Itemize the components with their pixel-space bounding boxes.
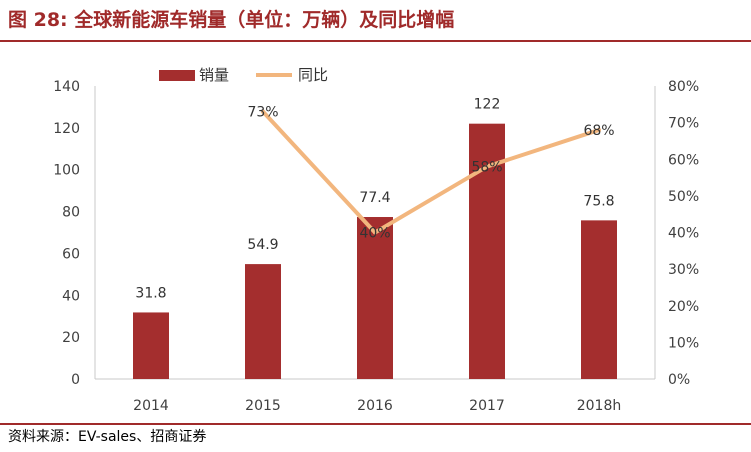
y-left-tick-label: 40 <box>62 288 80 304</box>
data-labels: 31.8 54.9 77.4 122 75.8 73% 40% 58% 68% <box>135 97 614 302</box>
line-series <box>261 109 601 235</box>
y-right-tick-label: 80% <box>668 79 699 95</box>
y-left-tick-label: 80 <box>62 205 80 221</box>
x-tick-label: 2016 <box>357 398 393 414</box>
bar-data-label: 122 <box>474 97 501 113</box>
line-data-label: 68% <box>583 123 614 139</box>
bar-data-label: 77.4 <box>359 190 390 206</box>
bar-data-label: 54.9 <box>247 237 278 253</box>
axes: 0 20 40 60 80 100 120 140 0% 10% 20% 30% 40% 50% 60% 70… <box>53 79 699 414</box>
bar-series <box>133 123 617 380</box>
y-left-tick-label: 60 <box>62 246 80 262</box>
legend: 销量 同比 <box>159 66 328 84</box>
line-point-yoy <box>373 230 377 235</box>
y-right-tick-label: 50% <box>668 189 699 205</box>
x-tick-label: 2014 <box>133 398 169 414</box>
line-data-label: 58% <box>471 160 502 176</box>
line-data-label: 40% <box>359 226 390 242</box>
x-tick-label: 2018h <box>577 398 622 414</box>
bar-data-label: 31.8 <box>135 285 166 301</box>
legend-label-sales: 销量 <box>199 66 229 84</box>
source-rule <box>0 423 751 425</box>
bar-sales-2015 <box>245 264 281 379</box>
line-point-yoy <box>597 127 601 132</box>
bar-sales-2018h <box>581 220 617 379</box>
line-point-yoy <box>261 109 265 114</box>
y-right-tick-label: 20% <box>668 299 699 315</box>
y-right-tick-label: 70% <box>668 116 699 132</box>
y-right-tick-label: 40% <box>668 226 699 242</box>
y-right-tick-label: 0% <box>668 372 690 388</box>
y-right-tick-label: 10% <box>668 335 699 351</box>
y-right-tick-label: 30% <box>668 262 699 278</box>
y-left-tick-label: 100 <box>53 163 80 179</box>
source-note: 资料来源：EV-sales、招商证券 <box>8 429 207 445</box>
y-left-tick-label: 140 <box>53 79 80 95</box>
title-rule <box>0 40 751 42</box>
y-left-tick-label: 120 <box>53 121 80 137</box>
figure-title: 图 28: 全球新能源车销量（单位：万辆）及同比增幅 <box>8 9 455 31</box>
bar-sales-2016 <box>357 217 393 379</box>
y-left-tick-label: 0 <box>71 372 80 388</box>
line-point-yoy <box>485 164 489 169</box>
y-left-tick-label: 20 <box>62 330 80 346</box>
legend-swatch-sales <box>159 70 195 81</box>
x-tick-label: 2017 <box>469 398 505 414</box>
bar-sales-2014 <box>133 312 169 379</box>
line-yoy-growth <box>261 109 601 235</box>
x-tick-label: 2015 <box>245 398 281 414</box>
legend-label-yoy: 同比 <box>298 66 328 84</box>
y-right-tick-label: 60% <box>668 152 699 168</box>
bar-data-label: 75.8 <box>583 193 614 209</box>
line-data-label: 73% <box>247 105 278 121</box>
